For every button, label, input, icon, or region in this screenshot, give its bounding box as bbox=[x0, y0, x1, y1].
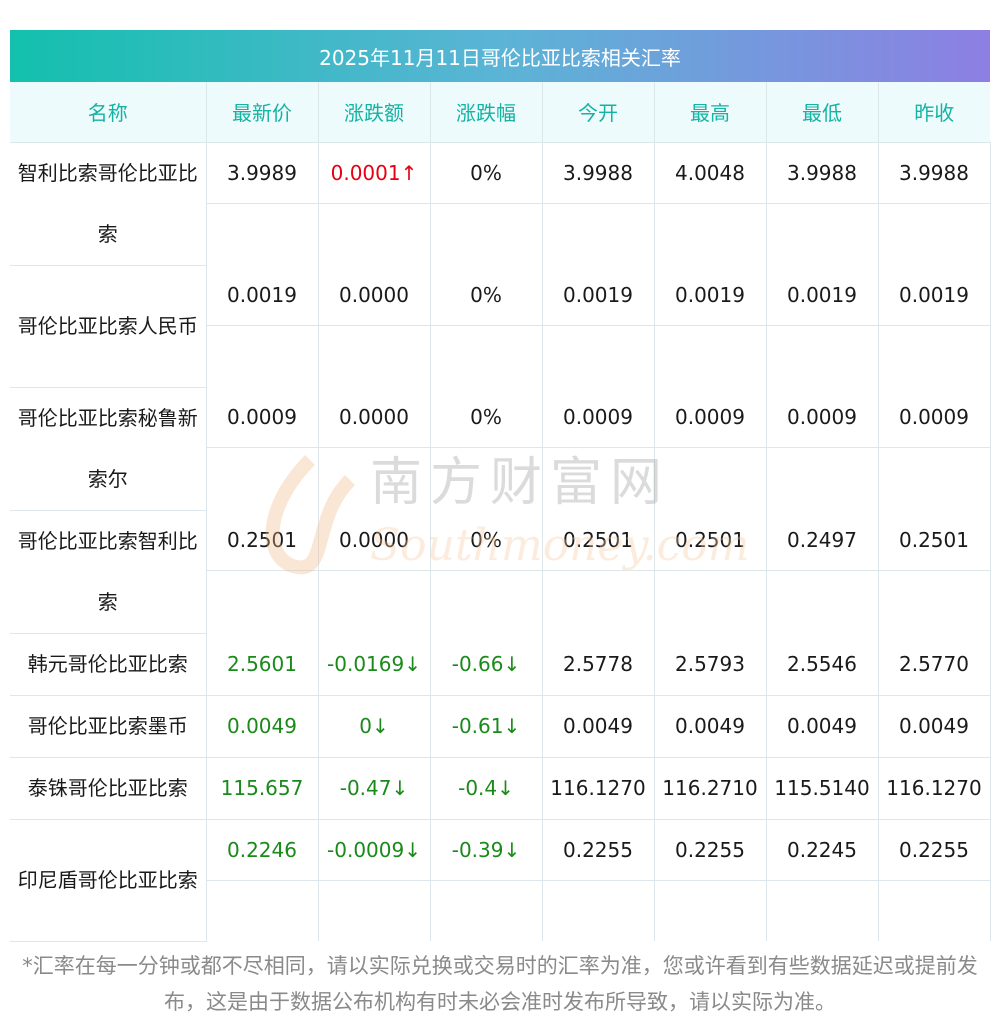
prev-close-cell: 0.0019 bbox=[878, 265, 991, 387]
open-price-cell: 3.9988 bbox=[542, 142, 655, 265]
header-name: 名称 bbox=[10, 82, 207, 143]
change-percent-cell: -0.66↓ bbox=[430, 633, 543, 696]
low-price-cell: 3.9988 bbox=[766, 142, 879, 265]
open-price-cell: 0.0009 bbox=[542, 387, 655, 510]
change-percent-cell: -0.4↓ bbox=[430, 757, 543, 820]
disclaimer-note: *汇率在每一分钟或都不尽相同，请以实际兑换或交易时的汇率为准，您或许看到有些数据… bbox=[22, 954, 978, 1014]
low-price-cell: 2.5546 bbox=[766, 633, 879, 696]
prev-close-cell: 0.2501 bbox=[878, 510, 991, 633]
latest-price-cell: 3.9989 bbox=[206, 142, 319, 265]
change-amount-cell: -0.47↓ bbox=[318, 757, 431, 820]
prev-close-cell: 0.0009 bbox=[878, 387, 991, 510]
open-price-cell: 0.2255 bbox=[542, 819, 655, 941]
open-price-cell: 0.0019 bbox=[542, 265, 655, 387]
change-amount-cell: 0↓ bbox=[318, 695, 431, 758]
table-header-row: 名称 最新价 涨跌额 涨跌幅 今开 最高 最低 昨收 bbox=[10, 82, 990, 143]
table-row: 哥伦比亚比索秘鲁新索尔 0.0009 0.0000 0% 0.0009 0.0009 0.0… bbox=[10, 387, 991, 511]
latest-price-cell: 0.2501 bbox=[206, 510, 319, 633]
currency-pair-name: 哥伦比亚比索人民币 bbox=[10, 265, 207, 388]
low-price-cell: 0.2497 bbox=[766, 510, 879, 633]
currency-pair-name: 泰铢哥伦比亚比索 bbox=[10, 757, 207, 820]
prev-close-cell: 2.5770 bbox=[878, 633, 991, 696]
high-price-cell: 2.5793 bbox=[654, 633, 767, 696]
header-low: 最低 bbox=[766, 82, 879, 143]
currency-pair-name: 印尼盾哥伦比亚比索 bbox=[10, 819, 207, 942]
latest-price-cell: 0.0019 bbox=[206, 265, 319, 387]
table-row: 哥伦比亚比索人民币 0.0019 0.0000 0% 0.0019 0.0019 0.001… bbox=[10, 265, 991, 388]
low-price-cell: 0.0019 bbox=[766, 265, 879, 387]
change-amount-cell: -0.0009↓ bbox=[318, 819, 431, 941]
change-percent-cell: 0% bbox=[430, 387, 543, 510]
header-prev-close: 昨收 bbox=[878, 82, 990, 143]
currency-pair-name: 哥伦比亚比索秘鲁新索尔 bbox=[10, 387, 207, 511]
latest-price-cell: 2.5601 bbox=[206, 633, 319, 696]
change-amount-cell: 0.0000 bbox=[318, 510, 431, 633]
table-row: 韩元哥伦比亚比索 2.5601 -0.0169↓ -0.66↓ 2.5778 2.5793… bbox=[10, 633, 991, 696]
table-row: 智利比索哥伦比亚比索 3.9989 0.0001↑ 0% 3.9988 4.0048 3.9… bbox=[10, 142, 991, 266]
change-percent-cell: 0% bbox=[430, 510, 543, 633]
low-price-cell: 0.2245 bbox=[766, 819, 879, 941]
latest-price-cell: 115.657 bbox=[206, 757, 319, 820]
prev-close-cell: 0.0049 bbox=[878, 695, 991, 758]
exchange-rate-table: 名称 最新价 涨跌额 涨跌幅 今开 最高 最低 昨收 智利比索哥伦比亚比索 3.9… bbox=[10, 82, 991, 942]
currency-pair-name: 韩元哥伦比亚比索 bbox=[10, 633, 207, 696]
prev-close-cell: 0.2255 bbox=[878, 819, 991, 941]
change-amount-cell: -0.0169↓ bbox=[318, 633, 431, 696]
high-price-cell: 0.2501 bbox=[654, 510, 767, 633]
change-amount-cell: 0.0000 bbox=[318, 387, 431, 510]
table-row: 泰铢哥伦比亚比索 115.657 -0.47↓ -0.4↓ 116.1270 116.27… bbox=[10, 757, 991, 820]
high-price-cell: 0.0049 bbox=[654, 695, 767, 758]
open-price-cell: 0.2501 bbox=[542, 510, 655, 633]
change-percent-cell: -0.61↓ bbox=[430, 695, 543, 758]
open-price-cell: 2.5778 bbox=[542, 633, 655, 696]
currency-pair-name: 智利比索哥伦比亚比索 bbox=[10, 142, 207, 266]
latest-price-cell: 0.0049 bbox=[206, 695, 319, 758]
change-percent-cell: 0% bbox=[430, 265, 543, 387]
table-title: 2025年11月11日哥伦比亚比索相关汇率 bbox=[10, 30, 990, 82]
prev-close-cell: 116.1270 bbox=[878, 757, 991, 820]
high-price-cell: 0.0009 bbox=[654, 387, 767, 510]
high-price-cell: 0.2255 bbox=[654, 819, 767, 941]
open-price-cell: 0.0049 bbox=[542, 695, 655, 758]
change-percent-cell: 0% bbox=[430, 142, 543, 265]
table-row: 哥伦比亚比索智利比索 0.2501 0.0000 0% 0.2501 0.2501 0.24… bbox=[10, 510, 991, 634]
open-price-cell: 116.1270 bbox=[542, 757, 655, 820]
latest-price-cell: 0.2246 bbox=[206, 819, 319, 941]
low-price-cell: 0.0049 bbox=[766, 695, 879, 758]
change-percent-cell: -0.39↓ bbox=[430, 819, 543, 941]
header-latest: 最新价 bbox=[206, 82, 319, 143]
table-row: 印尼盾哥伦比亚比索 0.2246 -0.0009↓ -0.39↓ 0.2255 0.225… bbox=[10, 819, 991, 942]
low-price-cell: 115.5140 bbox=[766, 757, 879, 820]
high-price-cell: 4.0048 bbox=[654, 142, 767, 265]
change-amount-cell: 0.0001↑ bbox=[318, 142, 431, 265]
latest-price-cell: 0.0009 bbox=[206, 387, 319, 510]
change-amount-cell: 0.0000 bbox=[318, 265, 431, 387]
prev-close-cell: 3.9988 bbox=[878, 142, 991, 265]
header-open: 今开 bbox=[542, 82, 655, 143]
currency-pair-name: 哥伦比亚比索墨币 bbox=[10, 695, 207, 758]
high-price-cell: 116.2710 bbox=[654, 757, 767, 820]
header-high: 最高 bbox=[654, 82, 767, 143]
table-row: 哥伦比亚比索墨币 0.0049 0↓ -0.61↓ 0.0049 0.0049 0.0049… bbox=[10, 695, 991, 758]
low-price-cell: 0.0009 bbox=[766, 387, 879, 510]
header-change: 涨跌额 bbox=[318, 82, 431, 143]
currency-pair-name: 哥伦比亚比索智利比索 bbox=[10, 510, 207, 634]
high-price-cell: 0.0019 bbox=[654, 265, 767, 387]
table-body: 智利比索哥伦比亚比索 3.9989 0.0001↑ 0% 3.9988 4.0048 3.9… bbox=[10, 142, 991, 942]
header-change-pct: 涨跌幅 bbox=[430, 82, 543, 143]
